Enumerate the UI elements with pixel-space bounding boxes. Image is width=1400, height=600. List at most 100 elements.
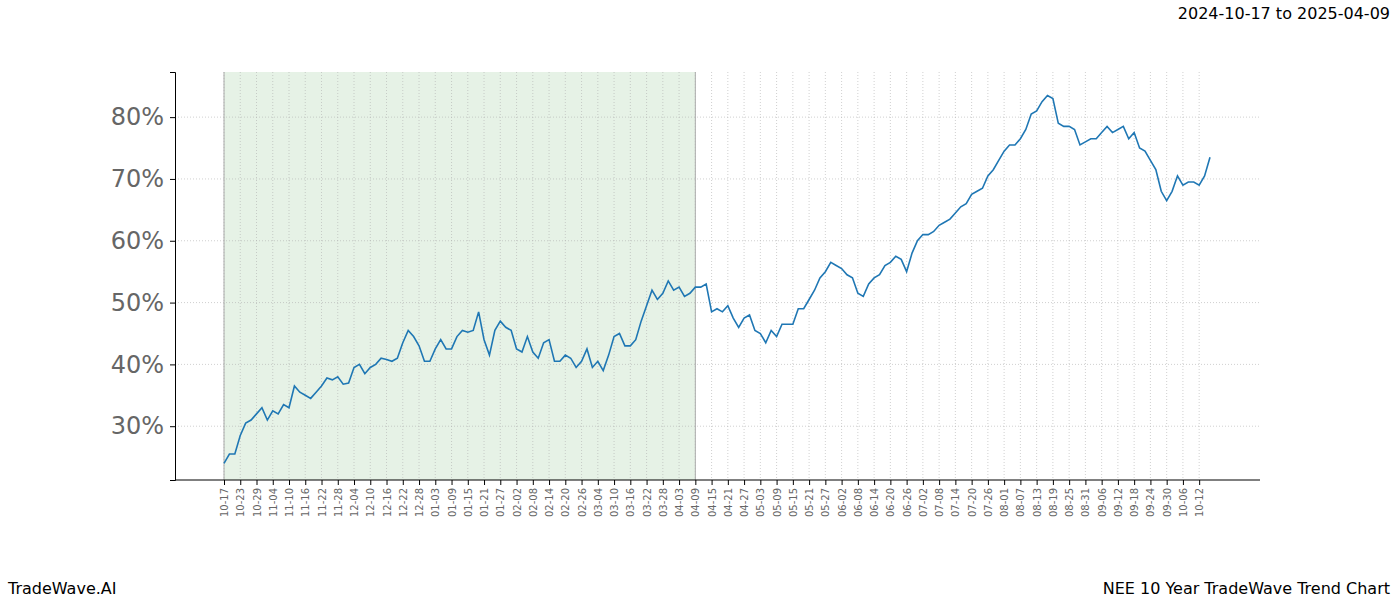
grid-line-x bbox=[906, 72, 907, 480]
grid-line-y bbox=[175, 240, 1260, 241]
x-tick-label: 11-04 bbox=[268, 488, 279, 517]
x-tick-label: 07-08 bbox=[934, 488, 945, 517]
grid-line-x bbox=[711, 72, 712, 480]
x-tick: 04-15 bbox=[707, 480, 718, 517]
x-tick: 12-10 bbox=[365, 480, 376, 517]
x-tick: 10-23 bbox=[235, 480, 246, 517]
x-tick: 12-16 bbox=[382, 480, 393, 517]
grid-line-x bbox=[727, 72, 728, 480]
y-tick-mark bbox=[170, 241, 175, 242]
x-tick-mark bbox=[565, 480, 566, 485]
x-tick-mark bbox=[1020, 480, 1021, 485]
grid-line-x bbox=[370, 72, 371, 480]
x-tick-mark bbox=[760, 480, 761, 485]
x-tick-label: 01-03 bbox=[430, 488, 441, 517]
x-tick-mark bbox=[695, 480, 696, 485]
x-tick-mark bbox=[549, 480, 550, 485]
grid-line-x bbox=[1020, 72, 1021, 480]
x-tick-label: 07-20 bbox=[967, 488, 978, 517]
x-tick-label: 04-27 bbox=[739, 488, 750, 517]
x-tick-mark bbox=[1134, 480, 1135, 485]
x-tick-label: 05-15 bbox=[788, 488, 799, 517]
x-tick: 05-21 bbox=[804, 480, 815, 517]
highlight bbox=[224, 72, 695, 480]
grid-line-x bbox=[760, 72, 761, 480]
grid-line-y bbox=[175, 364, 1260, 365]
x-tick-mark bbox=[1183, 480, 1184, 485]
grid-line-x bbox=[1052, 72, 1053, 480]
x-tick-label: 08-31 bbox=[1080, 488, 1091, 517]
grid-line-x bbox=[354, 72, 355, 480]
x-tick-mark bbox=[338, 480, 339, 485]
highlight-region bbox=[224, 72, 695, 480]
x-tick-label: 08-25 bbox=[1064, 488, 1075, 517]
x-tick: 08-25 bbox=[1064, 480, 1075, 517]
x-tick-label: 12-10 bbox=[365, 488, 376, 517]
x-tick: 11-10 bbox=[284, 480, 295, 517]
x-tick-mark bbox=[630, 480, 631, 485]
grid-line-x bbox=[419, 72, 420, 480]
x-tick-label: 09-06 bbox=[1097, 488, 1108, 517]
x-tick-label: 12-04 bbox=[349, 488, 360, 517]
x-tick: 09-30 bbox=[1162, 480, 1173, 517]
x-tick: 09-12 bbox=[1113, 480, 1124, 517]
x-tick-mark bbox=[614, 480, 615, 485]
x-tick-mark bbox=[273, 480, 274, 485]
grid-line-x bbox=[1166, 72, 1167, 480]
x-tick-mark bbox=[1053, 480, 1054, 485]
grid-line-x bbox=[874, 72, 875, 480]
x-tick-label: 02-20 bbox=[560, 488, 571, 517]
x-tick-mark bbox=[988, 480, 989, 485]
series-line bbox=[224, 95, 1210, 463]
x-tick: 08-19 bbox=[1048, 480, 1059, 517]
x-tick-mark bbox=[1004, 480, 1005, 485]
x-tick: 10-29 bbox=[252, 480, 263, 517]
x-tick-mark bbox=[809, 480, 810, 485]
x-tick: 06-20 bbox=[885, 480, 896, 517]
x-tick-mark bbox=[874, 480, 875, 485]
grid-line-x bbox=[825, 72, 826, 480]
x-tick-label: 08-19 bbox=[1048, 488, 1059, 517]
x-tick-label: 10-29 bbox=[252, 488, 263, 517]
x-tick-label: 04-21 bbox=[723, 488, 734, 517]
x-tick-label: 08-01 bbox=[999, 488, 1010, 517]
x-tick-label: 10-23 bbox=[235, 488, 246, 517]
grid-line-x bbox=[776, 72, 777, 480]
x-tick-label: 10-12 bbox=[1194, 488, 1205, 517]
x-tick: 04-21 bbox=[723, 480, 734, 517]
grid-line-x bbox=[305, 72, 306, 480]
grid-line-x bbox=[321, 72, 322, 480]
x-tick: 01-09 bbox=[447, 480, 458, 517]
x-tick: 03-22 bbox=[642, 480, 653, 517]
x-tick-label: 02-26 bbox=[577, 488, 588, 517]
grid-line-y bbox=[175, 302, 1260, 303]
grid-line-x bbox=[792, 72, 793, 480]
x-tick: 04-27 bbox=[739, 480, 750, 517]
x-tick: 05-27 bbox=[820, 480, 831, 517]
x-tick-label: 07-14 bbox=[950, 488, 961, 517]
grid-line-x bbox=[386, 72, 387, 480]
grid-line-x bbox=[484, 72, 485, 480]
x-tick-mark bbox=[582, 480, 583, 485]
x-tick-mark bbox=[744, 480, 745, 485]
grid-line-x bbox=[1117, 72, 1118, 480]
x-tick-mark bbox=[647, 480, 648, 485]
x-tick: 08-13 bbox=[1032, 480, 1043, 517]
grid-line-x bbox=[922, 72, 923, 480]
grid-line-x bbox=[987, 72, 988, 480]
x-tick: 06-02 bbox=[837, 480, 848, 517]
x-tick-label: 12-22 bbox=[398, 488, 409, 517]
x-tick: 06-08 bbox=[853, 480, 864, 517]
x-tick: 05-09 bbox=[772, 480, 783, 517]
grid-line-x bbox=[809, 72, 810, 480]
x-tick-label: 02-02 bbox=[512, 488, 523, 517]
x-tick-label: 01-09 bbox=[447, 488, 458, 517]
grid-line-x bbox=[581, 72, 582, 480]
y-axis: 30%40%50%60%70%80% bbox=[111, 73, 176, 481]
x-tick-label: 01-27 bbox=[495, 488, 506, 517]
y-tick-label: 30% bbox=[111, 412, 164, 440]
x-tick-mark bbox=[289, 480, 290, 485]
grid bbox=[175, 72, 1260, 480]
x-tick: 09-24 bbox=[1145, 480, 1156, 517]
grid-line-x bbox=[500, 72, 501, 480]
